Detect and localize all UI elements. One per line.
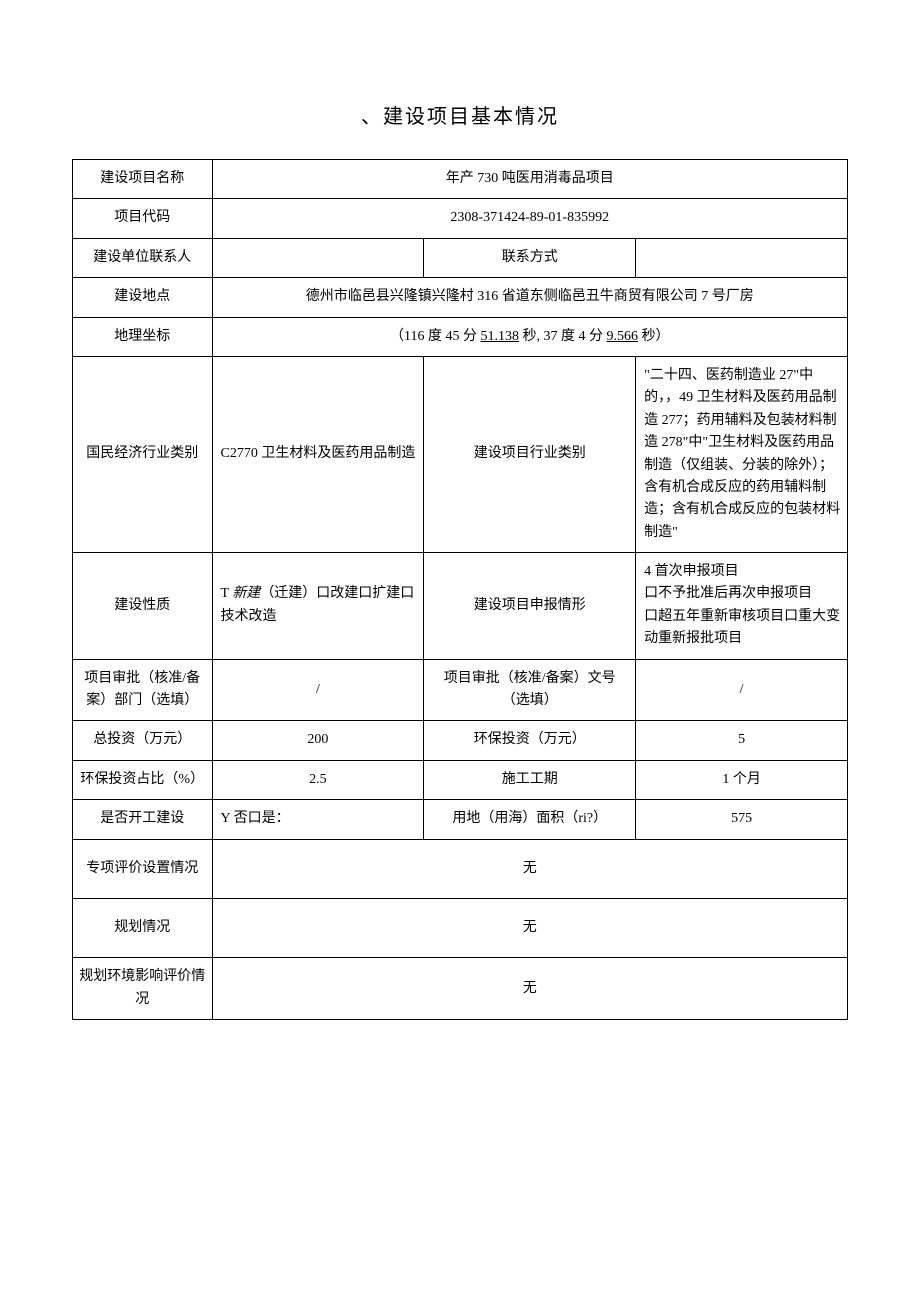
label-special-eval: 专项评价设置情况 <box>73 839 213 898</box>
table-row: 是否开工建设 Y 否口是： 用地（用海）面积（ri?） 575 <box>73 800 848 839</box>
value-coordinates: （116 度 45 分 51.138 秒, 37 度 4 分 9.566 秒） <box>212 317 848 356</box>
label-economy-category: 国民经济行业类别 <box>73 356 213 552</box>
label-env-investment: 环保投资（万元） <box>424 721 636 760</box>
value-contact-person <box>212 238 424 277</box>
value-total-investment: 200 <box>212 721 424 760</box>
value-planning-eia: 无 <box>212 958 848 1020</box>
table-row: 建设单位联系人 联系方式 <box>73 238 848 277</box>
table-row: 项目代码 2308-371424-89-01-835992 <box>73 199 848 238</box>
table-row: 建设地点 德州市临邑县兴隆镇兴隆村 316 省道东侧临邑丑牛商贸有限公司 7 号… <box>73 278 848 317</box>
value-env-ratio: 2.5 <box>212 760 424 799</box>
table-row: 建设项目名称 年产 730 吨医用消毒品项目 <box>73 160 848 199</box>
table-row: 环保投资占比（%） 2.5 施工工期 1 个月 <box>73 760 848 799</box>
value-construction-nature: T 新建（迁建）口改建口扩建口技术改造 <box>212 553 424 660</box>
label-total-investment: 总投资（万元） <box>73 721 213 760</box>
coord-prefix: （116 度 45 分 <box>390 329 480 344</box>
value-location: 德州市临邑县兴隆镇兴隆村 316 省道东侧临邑丑牛商贸有限公司 7 号厂房 <box>212 278 848 317</box>
nature-italic: 新建 <box>232 586 260 601</box>
label-approval-dept: 项目审批（核准/备案）部门（选填） <box>73 659 213 721</box>
value-env-investment: 5 <box>636 721 848 760</box>
coord-sec2: 9.566 <box>606 329 638 344</box>
label-industry-category: 建设项目行业类别 <box>424 356 636 552</box>
coord-sec1: 51.138 <box>480 329 519 344</box>
nature-prefix: T <box>221 586 233 601</box>
label-contact-person: 建设单位联系人 <box>73 238 213 277</box>
value-economy-category: C2770 卫生材料及医药用品制造 <box>212 356 424 552</box>
value-started: Y 否口是： <box>212 800 424 839</box>
table-row: 项目审批（核准/备案）部门（选填） / 项目审批（核准/备案）文号（选填） / <box>73 659 848 721</box>
label-land-area: 用地（用海）面积（ri?） <box>424 800 636 839</box>
table-row: 规划环境影响评价情况 无 <box>73 958 848 1020</box>
value-declaration-type: 4 首次申报项目 口不予批准后再次申报项目 口超五年重新审核项目口重大变动重新报… <box>636 553 848 660</box>
coord-mid: 秒, 37 度 4 分 <box>519 329 607 344</box>
value-construction-period: 1 个月 <box>636 760 848 799</box>
label-location: 建设地点 <box>73 278 213 317</box>
value-project-name: 年产 730 吨医用消毒品项目 <box>212 160 848 199</box>
table-row: 总投资（万元） 200 环保投资（万元） 5 <box>73 721 848 760</box>
value-approval-dept: / <box>212 659 424 721</box>
label-env-ratio: 环保投资占比（%） <box>73 760 213 799</box>
label-construction-period: 施工工期 <box>424 760 636 799</box>
coord-suffix: 秒） <box>638 329 670 344</box>
label-approval-no: 项目审批（核准/备案）文号（选填） <box>424 659 636 721</box>
label-coordinates: 地理坐标 <box>73 317 213 356</box>
page-title: 、建设项目基本情况 <box>72 100 848 129</box>
table-row: 建设性质 T 新建（迁建）口改建口扩建口技术改造 建设项目申报情形 4 首次申报… <box>73 553 848 660</box>
label-construction-nature: 建设性质 <box>73 553 213 660</box>
value-planning: 无 <box>212 898 848 957</box>
value-contact-method <box>636 238 848 277</box>
value-land-area: 575 <box>636 800 848 839</box>
label-planning-eia: 规划环境影响评价情况 <box>73 958 213 1020</box>
label-contact-method: 联系方式 <box>424 238 636 277</box>
table-row: 国民经济行业类别 C2770 卫生材料及医药用品制造 建设项目行业类别 "二十四… <box>73 356 848 552</box>
label-project-code: 项目代码 <box>73 199 213 238</box>
label-project-name: 建设项目名称 <box>73 160 213 199</box>
label-planning: 规划情况 <box>73 898 213 957</box>
value-approval-no: / <box>636 659 848 721</box>
table-row: 专项评价设置情况 无 <box>73 839 848 898</box>
value-project-code: 2308-371424-89-01-835992 <box>212 199 848 238</box>
value-special-eval: 无 <box>212 839 848 898</box>
label-started: 是否开工建设 <box>73 800 213 839</box>
value-industry-category: "二十四、医药制造业 27"中的，，49 卫生材料及医药用品制造 277；药用辅… <box>636 356 848 552</box>
table-row: 地理坐标 （116 度 45 分 51.138 秒, 37 度 4 分 9.56… <box>73 317 848 356</box>
label-declaration-type: 建设项目申报情形 <box>424 553 636 660</box>
table-row: 规划情况 无 <box>73 898 848 957</box>
project-info-table: 建设项目名称 年产 730 吨医用消毒品项目 项目代码 2308-371424-… <box>72 159 848 1020</box>
